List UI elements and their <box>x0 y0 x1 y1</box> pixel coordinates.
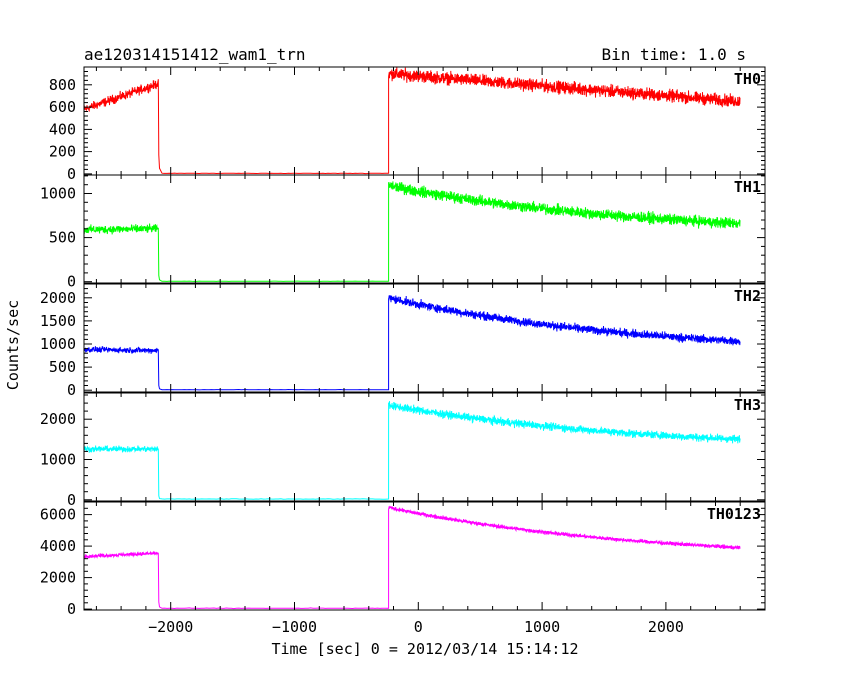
y-tick-label: 600 <box>49 98 76 116</box>
series-th2-line <box>84 294 741 391</box>
panel-frame <box>83 66 766 176</box>
bin-time-label: Bin time: 1.0 s <box>602 45 747 64</box>
y-tick-label: 2000 <box>40 569 76 587</box>
y-tick-label: 400 <box>49 120 76 138</box>
panel-th0123: 0 2000 4000 6000 TH0123 <box>40 501 766 618</box>
y-tick-label: 6000 <box>40 506 76 524</box>
series-label: TH2 <box>734 287 761 305</box>
y-tick-label: 4000 <box>40 537 76 555</box>
panel-th2: 0 500 1000 1500 2000 TH2 <box>40 283 766 399</box>
series-th0-line <box>84 67 741 175</box>
panel-frame <box>83 501 766 611</box>
chart-title: ae120314151412_wam1_trn <box>84 45 306 64</box>
series-th1-line <box>84 181 741 282</box>
y-tick-label: 2000 <box>40 410 76 428</box>
panel-frame <box>83 392 766 502</box>
series-th3-line <box>84 401 741 500</box>
panel-frame <box>83 283 766 393</box>
y-tick-label: 0 <box>67 491 76 509</box>
y-tick-label: 1000 <box>40 335 76 353</box>
series-label: TH1 <box>734 178 761 196</box>
series-th0123-line <box>84 505 741 610</box>
panels: 0 200 400 600 800 TH0 0 500 1000 TH1 0 500 1000 1500 2… <box>40 66 766 636</box>
panel-th3: 0 1000 2000 TH3 <box>40 392 766 509</box>
series-label: TH0 <box>734 70 761 88</box>
series-label: TH3 <box>734 396 761 414</box>
x-tick-label: 0 <box>414 618 423 636</box>
y-tick-label: 500 <box>49 358 76 376</box>
y-tick-label: 0 <box>67 381 76 399</box>
y-tick-label: 1500 <box>40 312 76 330</box>
y-tick-label: 0 <box>67 273 76 291</box>
x-axis-title: Time [sec] 0 = 2012/03/14 15:14:12 <box>271 640 578 658</box>
y-tick-label: 800 <box>49 76 76 94</box>
y-tick-label: 0 <box>67 165 76 183</box>
series-label: TH0123 <box>707 505 761 523</box>
y-tick-label: 200 <box>49 143 76 161</box>
x-tick-label: 1000 <box>524 618 560 636</box>
y-tick-label: 1000 <box>40 185 76 203</box>
y-tick-label: 1000 <box>40 451 76 469</box>
y-axis-title: Counts/sec <box>4 300 22 390</box>
y-tick-label: 2000 <box>40 289 76 307</box>
panel-th1: 0 500 1000 TH1 <box>40 174 766 291</box>
panel-th0: 0 200 400 600 800 TH0 <box>49 66 766 183</box>
x-tick-label: 2000 <box>648 618 684 636</box>
x-tick-label: −1000 <box>272 618 317 636</box>
y-tick-label: 0 <box>67 600 76 618</box>
y-tick-label: 500 <box>49 229 76 247</box>
x-tick-label: −2000 <box>148 618 193 636</box>
